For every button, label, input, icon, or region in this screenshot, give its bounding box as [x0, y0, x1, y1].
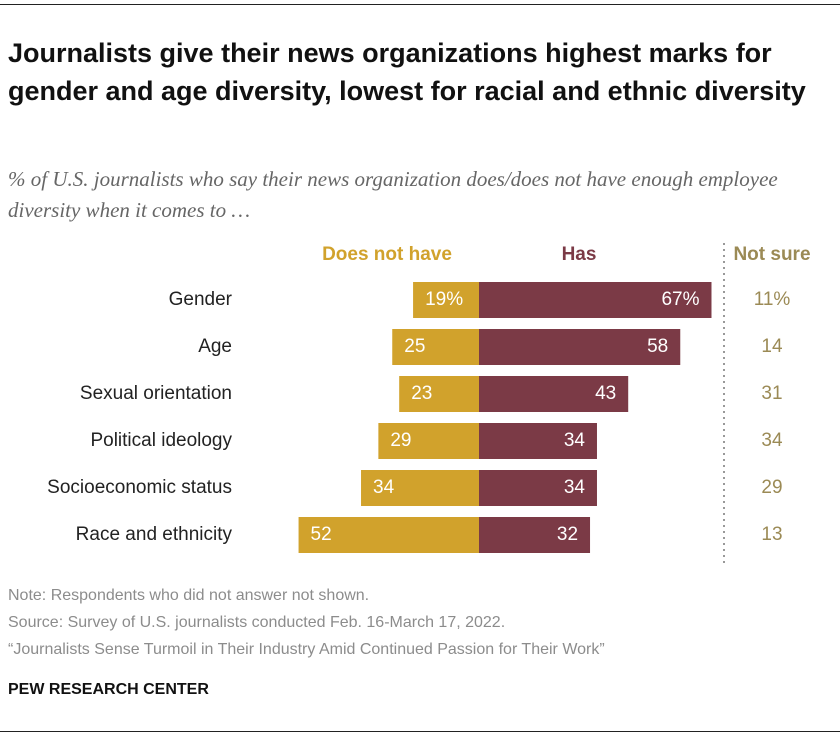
category-label: Age [198, 336, 232, 357]
not-sure-value: 29 [761, 477, 782, 498]
not-sure-value: 31 [761, 383, 782, 404]
value-label: 52 [311, 524, 332, 545]
bar [413, 282, 479, 318]
bar [479, 470, 597, 506]
bar [298, 517, 479, 553]
value-label: 34 [564, 430, 586, 451]
bar [399, 376, 479, 412]
source: Source: Survey of U.S. journalists condu… [8, 614, 506, 631]
value-label: 58 [647, 336, 668, 357]
not-sure-value: 34 [761, 430, 783, 451]
chart-title: Journalists give their news organization… [8, 38, 806, 106]
bar [479, 423, 597, 459]
bar [361, 470, 479, 506]
value-label: 34 [373, 477, 395, 498]
category-label: Sexual orientation [80, 383, 232, 404]
not-sure-value: 13 [761, 524, 782, 545]
chart-subtitle: % of U.S. journalists who say their news… [8, 167, 778, 222]
value-label: 19% [425, 289, 463, 310]
category-label: Race and ethnicity [76, 524, 233, 545]
value-label: 43 [595, 383, 616, 404]
note: Note: Respondents who did not answer not… [8, 587, 370, 604]
value-label: 34 [564, 477, 586, 498]
legend-label: Not sure [733, 244, 810, 265]
category-label: Socioeconomic status [47, 477, 232, 498]
bar [479, 376, 629, 412]
bar [479, 329, 681, 365]
report: “Journalists Sense Turmoil in Their Indu… [8, 641, 605, 658]
not-sure-value: 11% [754, 289, 791, 310]
not-sure-value: 14 [761, 336, 783, 357]
legend-label: Has [562, 244, 597, 265]
category-label: Gender [169, 289, 233, 310]
value-label: 23 [411, 383, 432, 404]
bar [378, 423, 479, 459]
category-label: Political ideology [90, 430, 232, 451]
value-label: 32 [557, 524, 578, 545]
brand: PEW RESEARCH CENTER [8, 681, 209, 698]
bar [479, 517, 591, 553]
value-label: 29 [390, 430, 411, 451]
bar [479, 282, 712, 318]
top-rule [0, 4, 840, 5]
legend-label: Does not have [322, 244, 452, 265]
bar [392, 329, 479, 365]
value-label: 25 [404, 336, 425, 357]
value-label: 67% [661, 289, 699, 310]
bottom-rule [0, 731, 840, 732]
